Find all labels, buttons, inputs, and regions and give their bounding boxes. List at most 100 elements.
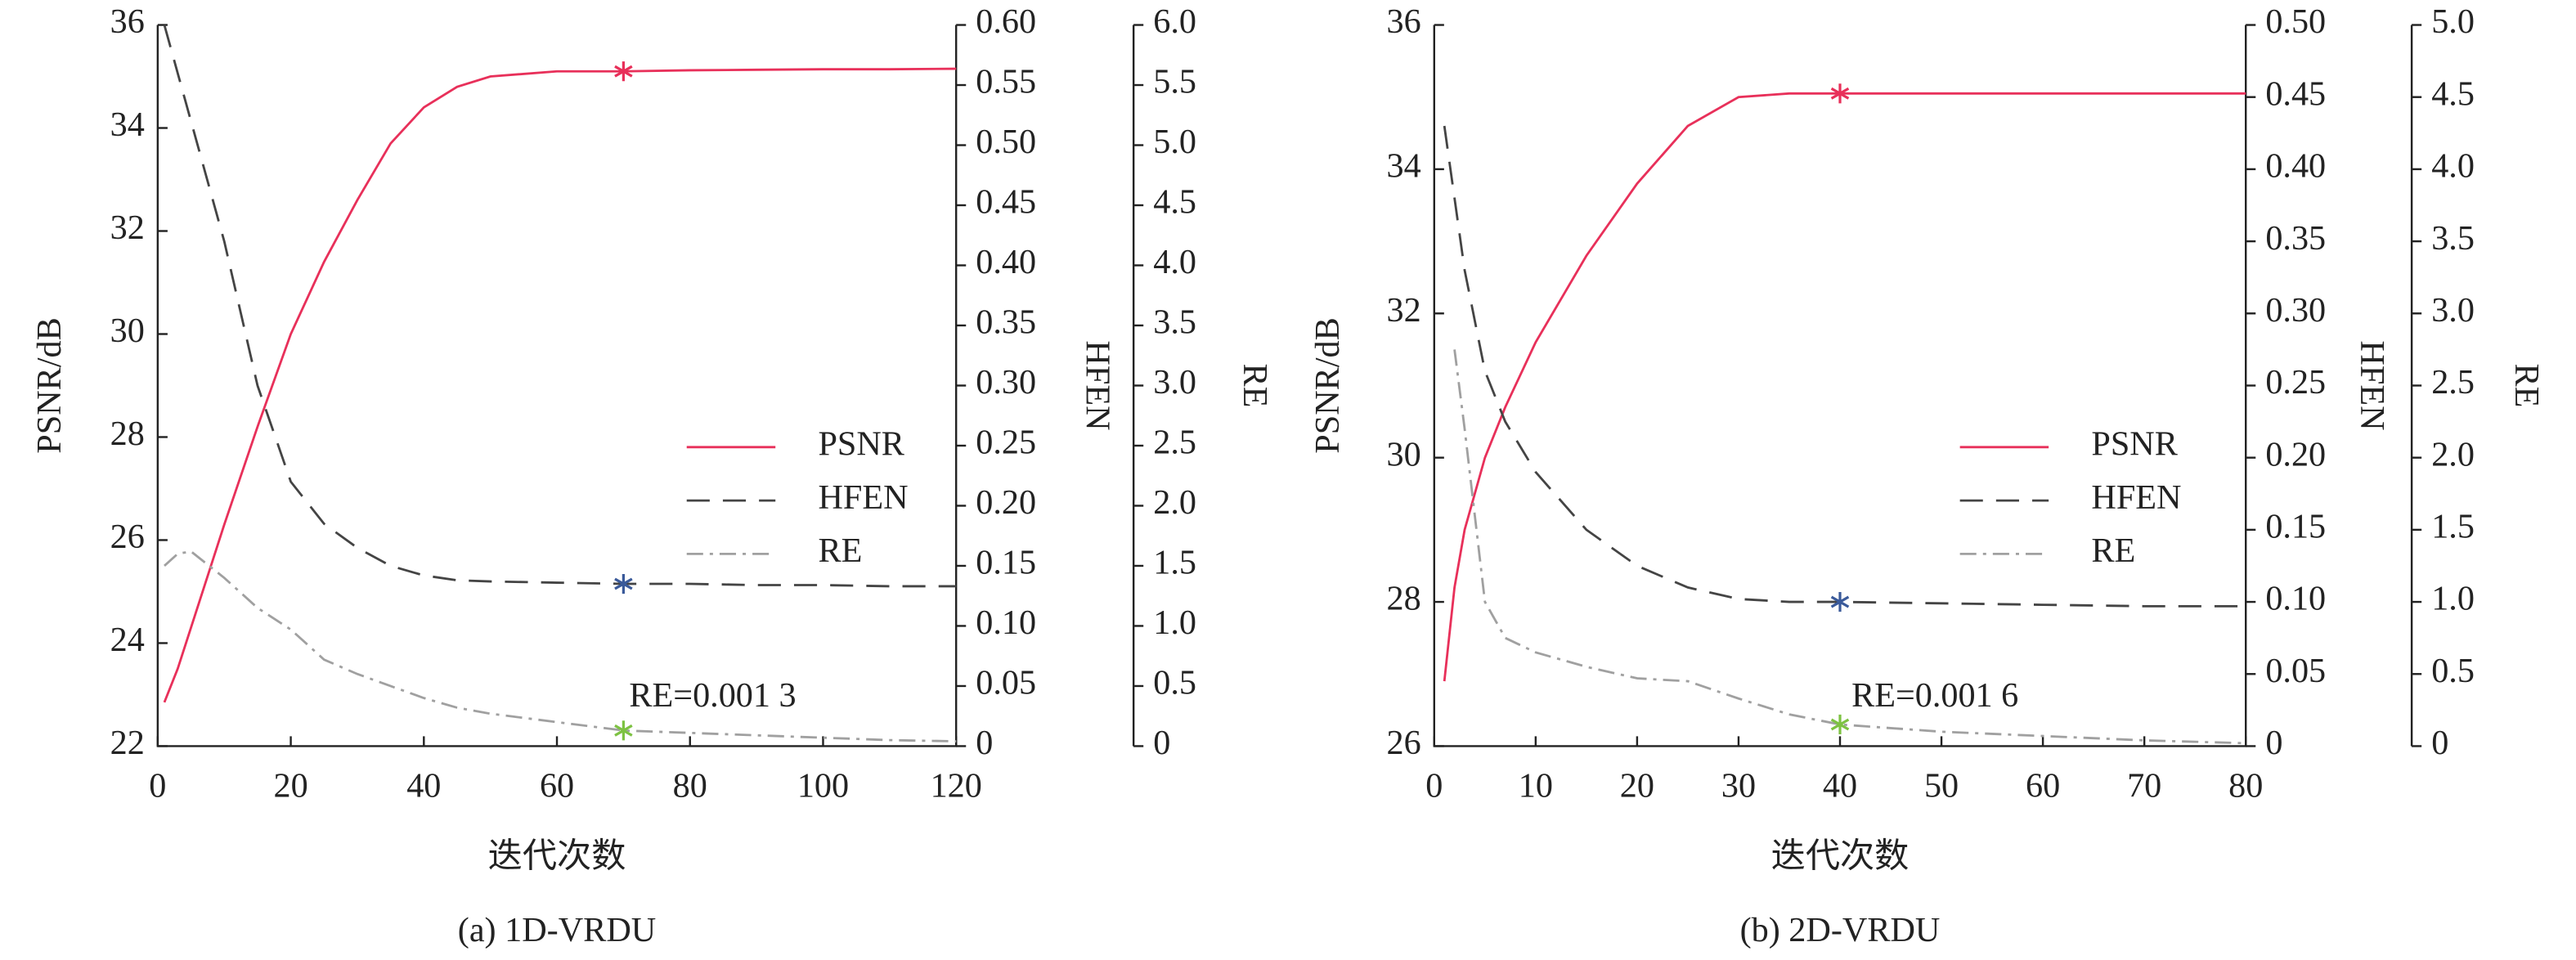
y3-tick-label: 4.5 [2431, 74, 2475, 113]
y2-tick-label: 0.30 [2265, 291, 2326, 330]
series-marker [1830, 592, 1850, 612]
series-line [1453, 349, 2246, 745]
y3-tick-label: 5.0 [2431, 2, 2475, 41]
y-tick-label: 36 [110, 2, 145, 41]
x-tick-label: 0 [1425, 766, 1443, 805]
caption: (a) 1D-VRDU [458, 911, 656, 949]
y3-tick-label: 6.0 [1153, 2, 1196, 41]
y-tick-label: 32 [110, 209, 145, 247]
y2-tick-label: 0.35 [2265, 219, 2326, 258]
y2-axis-label: HFEN [2353, 340, 2391, 430]
x-tick-label: 10 [1519, 766, 1553, 805]
y2-tick-label: 0.45 [2265, 74, 2326, 113]
y3-tick-label: 3.0 [1153, 363, 1196, 401]
x-tick-label: 70 [2127, 766, 2161, 805]
y2-tick-label: 0.40 [2265, 147, 2326, 186]
y-tick-label: 32 [1387, 291, 1421, 330]
series-line [163, 67, 957, 703]
series-marker [614, 720, 633, 741]
y2-tick-label: 0.10 [2265, 580, 2326, 618]
y3-tick-label: 1.0 [2431, 580, 2475, 618]
y3-axis-label: RE [2507, 364, 2546, 408]
y2-tick-label: 0.05 [976, 664, 1036, 702]
series-line [1443, 125, 2246, 608]
y3-axis-label: RE [1236, 364, 1274, 408]
caption: (b) 2D-VRDU [1740, 911, 1941, 949]
x-tick-label: 80 [2228, 766, 2263, 805]
x-tick-label: 40 [1823, 766, 1857, 805]
y3-tick-label: 2.0 [1153, 483, 1196, 522]
x-axis-label: 迭代次数 [1771, 837, 1910, 876]
y3-tick-label: 1.5 [1153, 544, 1196, 582]
y-tick-label: 26 [110, 518, 145, 556]
y3-tick-label: 1.5 [2431, 508, 2475, 546]
y3-tick-label: 0.5 [1153, 664, 1196, 702]
y3-tick-label: 3.0 [2431, 291, 2475, 330]
y3-tick-label: 1.0 [1153, 603, 1196, 642]
x-tick-label: 40 [406, 766, 441, 805]
y2-tick-label: 0.05 [2265, 652, 2326, 690]
y2-tick-label: 0.25 [2265, 363, 2326, 401]
y3-tick-label: 3.5 [2431, 219, 2475, 258]
x-tick-label: 80 [673, 766, 707, 805]
y2-tick-label: 0.50 [976, 123, 1036, 161]
annotation: RE=0.001 3 [629, 676, 796, 715]
y2-tick-label: 0.10 [976, 603, 1036, 642]
series-line [164, 550, 957, 742]
y2-tick-label: 0 [976, 724, 993, 762]
y-axis-label: PSNR/dB [30, 317, 69, 453]
series-marker [1830, 83, 1850, 104]
x-tick-label: 20 [273, 766, 307, 805]
y2-tick-label: 0.45 [976, 183, 1036, 222]
y2-tick-label: 0.55 [976, 63, 1036, 101]
series-marker [1830, 714, 1850, 735]
y3-tick-label: 0 [1153, 724, 1170, 762]
y2-tick-label: 0.15 [976, 544, 1036, 582]
y2-tick-label: 0.60 [976, 2, 1036, 41]
legend-label: PSNR [2091, 425, 2178, 464]
x-tick-label: 0 [149, 766, 166, 805]
y-tick-label: 36 [1387, 2, 1421, 41]
legend-label: PSNR [818, 425, 904, 464]
y-tick-label: 28 [110, 415, 145, 453]
y2-tick-label: 0.25 [976, 424, 1036, 462]
series-marker [614, 61, 633, 82]
legend-label: HFEN [2091, 478, 2181, 517]
series-line [163, 25, 957, 588]
y-tick-label: 26 [1387, 724, 1421, 762]
y2-tick-label: 0.40 [976, 243, 1036, 281]
y3-tick-label: 4.0 [1153, 243, 1196, 281]
y-tick-label: 24 [110, 621, 145, 659]
y2-axis-label: HFEN [1078, 340, 1116, 430]
y3-tick-label: 2.0 [2431, 435, 2475, 473]
y3-tick-label: 4.5 [1153, 183, 1196, 222]
axis-frame [1433, 25, 2247, 747]
legend-label: HFEN [818, 478, 908, 517]
y-tick-label: 30 [110, 312, 145, 350]
y-axis-label: PSNR/dB [1308, 317, 1347, 453]
y3-tick-label: 2.5 [1153, 424, 1196, 462]
x-tick-label: 50 [1924, 766, 1959, 805]
y3-tick-label: 2.5 [2431, 363, 2475, 401]
y3-tick-label: 3.5 [1153, 303, 1196, 342]
y-tick-label: 22 [110, 724, 145, 762]
y-tick-label: 34 [110, 105, 145, 144]
x-tick-label: 120 [931, 766, 982, 805]
x-tick-label: 30 [1721, 766, 1756, 805]
y3-tick-label: 4.0 [2431, 147, 2475, 186]
legend-label: RE [818, 532, 862, 570]
x-tick-label: 20 [1620, 766, 1654, 805]
axis-frame [156, 25, 958, 747]
y2-tick-label: 0.35 [976, 303, 1036, 342]
y-tick-label: 30 [1387, 435, 1421, 473]
y2-tick-label: 0.20 [976, 483, 1036, 522]
series-marker [614, 573, 633, 594]
annotation: RE=0.001 6 [1851, 676, 2018, 715]
y3-tick-label: 0.5 [2431, 652, 2475, 690]
y3-tick-label: 0 [2431, 724, 2448, 762]
x-tick-label: 60 [2026, 766, 2060, 805]
legend-label: RE [2091, 532, 2135, 570]
y2-tick-label: 0.15 [2265, 508, 2326, 546]
